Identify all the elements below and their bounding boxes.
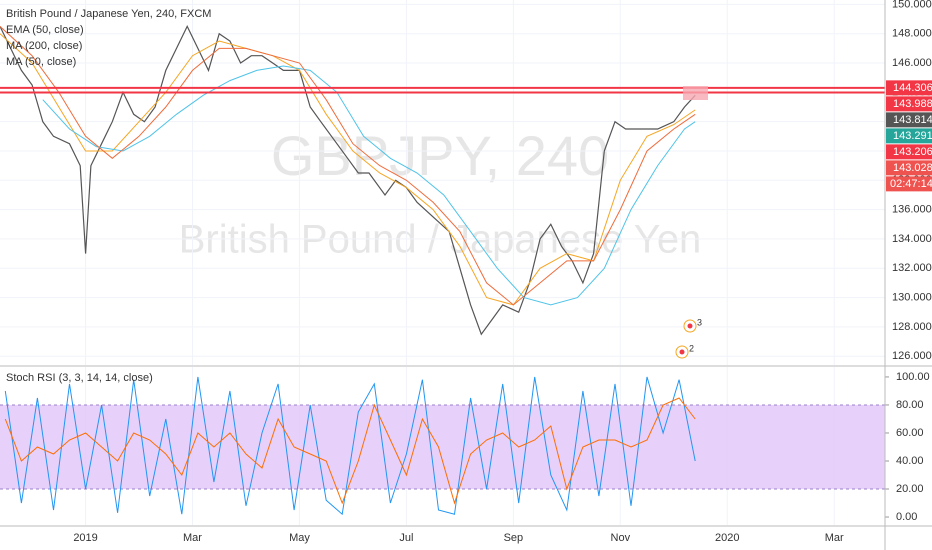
x-tick-label: 2020 xyxy=(715,532,739,544)
watermark-subtitle: British Pound / Japanese Yen xyxy=(179,218,702,262)
legend-entry: MA (200, close) xyxy=(6,40,82,52)
ma-line xyxy=(0,26,696,306)
x-tick-label: Jul xyxy=(399,532,413,544)
y-tick-label: 126.000 xyxy=(892,350,932,362)
y-tick-label: 134.000 xyxy=(892,233,932,245)
oscillator-tick-label: 0.00 xyxy=(896,511,917,523)
y-tick-label: 132.000 xyxy=(892,262,932,274)
oscillator-tick-label: 40.00 xyxy=(896,455,924,467)
x-tick-label: Mar xyxy=(825,532,844,544)
y-tick-label: 146.000 xyxy=(892,57,932,69)
y-tick-label: 130.000 xyxy=(892,291,932,303)
countdown: 02:47:14 xyxy=(890,178,932,190)
price-label: 143.814 xyxy=(893,114,932,126)
annotation-dot xyxy=(679,349,685,355)
oscillator-line xyxy=(4,397,696,505)
ma-line xyxy=(0,33,696,306)
ma-line xyxy=(42,65,696,306)
price-label-bg xyxy=(886,112,932,128)
oscillator-band xyxy=(0,404,885,490)
legend-entry: MA (50, close) xyxy=(6,56,76,68)
annotation-dot xyxy=(687,323,693,329)
price-label-bg xyxy=(886,128,932,144)
oscillator-tick-label: 80.00 xyxy=(896,399,924,411)
legend-entry: EMA (50, close) xyxy=(6,24,84,36)
oscillator-tick-label: 20.00 xyxy=(896,483,924,495)
x-tick-label: Mar xyxy=(183,532,202,544)
y-tick-label: 148.000 xyxy=(892,28,932,40)
price-label: 143.028 xyxy=(893,162,932,174)
price-label: 143.206 xyxy=(893,146,932,158)
x-tick-label: Nov xyxy=(611,532,631,544)
axes: 2019 Mar May Jul Sep Nov 2020 Mar 126.000 128.000… xyxy=(6,0,932,544)
countdown-bg xyxy=(886,176,932,192)
watermark: GBPJPY, 240 xyxy=(271,124,609,187)
price-label: 143.291 xyxy=(893,130,932,142)
y-tick-label: 128.000 xyxy=(892,321,932,333)
price-label-bg xyxy=(886,160,932,176)
x-tick-label: Sep xyxy=(504,532,524,544)
price-label-bg xyxy=(886,96,932,112)
x-tick-label: May xyxy=(289,532,310,544)
oscillator-title: Stoch RSI (3, 3, 14, 14, close) xyxy=(6,372,153,384)
oscillator-tick-label: 100.00 xyxy=(896,371,930,383)
x-tick-label: 2019 xyxy=(73,532,97,544)
price-label: 144.306 xyxy=(893,82,932,94)
price-label: 143.988 xyxy=(893,98,932,110)
annotation-label: 3 xyxy=(697,317,702,327)
oscillator-tick-label: 60.00 xyxy=(896,427,924,439)
chart-title: British Pound / Japanese Yen, 240, FXCM xyxy=(6,8,211,20)
price-label-bg xyxy=(886,80,932,96)
annotation-label: 2 xyxy=(689,343,694,353)
drawing-rect xyxy=(683,86,708,100)
oscillator-line xyxy=(4,376,696,516)
annotations: 32 xyxy=(675,317,702,359)
y-tick-label: 150.000 xyxy=(892,0,932,10)
y-tick-label: 136.000 xyxy=(892,204,932,216)
price-label-bg xyxy=(886,144,932,160)
grid xyxy=(0,0,889,525)
price-line xyxy=(0,25,696,336)
plot xyxy=(0,25,885,516)
